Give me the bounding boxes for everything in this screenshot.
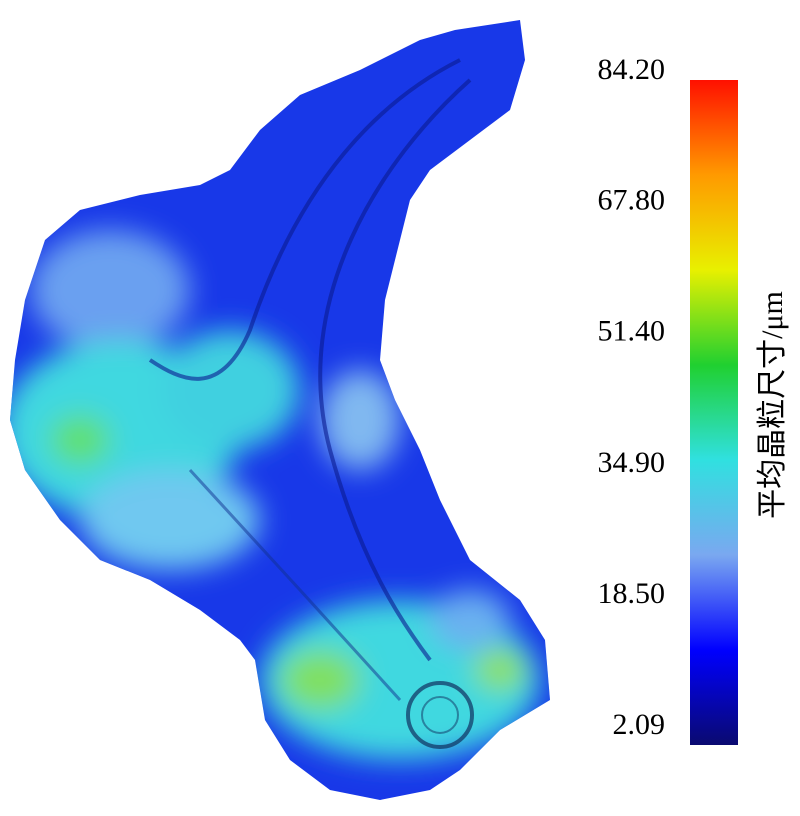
colorbar (690, 80, 738, 745)
part-contour (10, 20, 550, 800)
colorbar-label: 平均晶粒尺寸/μm (756, 291, 789, 519)
colorbar-tick-label: 18.50 (598, 577, 666, 610)
colorbar-tick-label: 84.20 (598, 53, 666, 86)
colorbar-tick-label: 2.09 (613, 708, 666, 741)
colorbar-tick-label: 51.40 (598, 315, 666, 348)
colorbar-tick-label: 67.80 (598, 184, 666, 217)
colorbar-tick-label: 34.90 (598, 446, 666, 479)
